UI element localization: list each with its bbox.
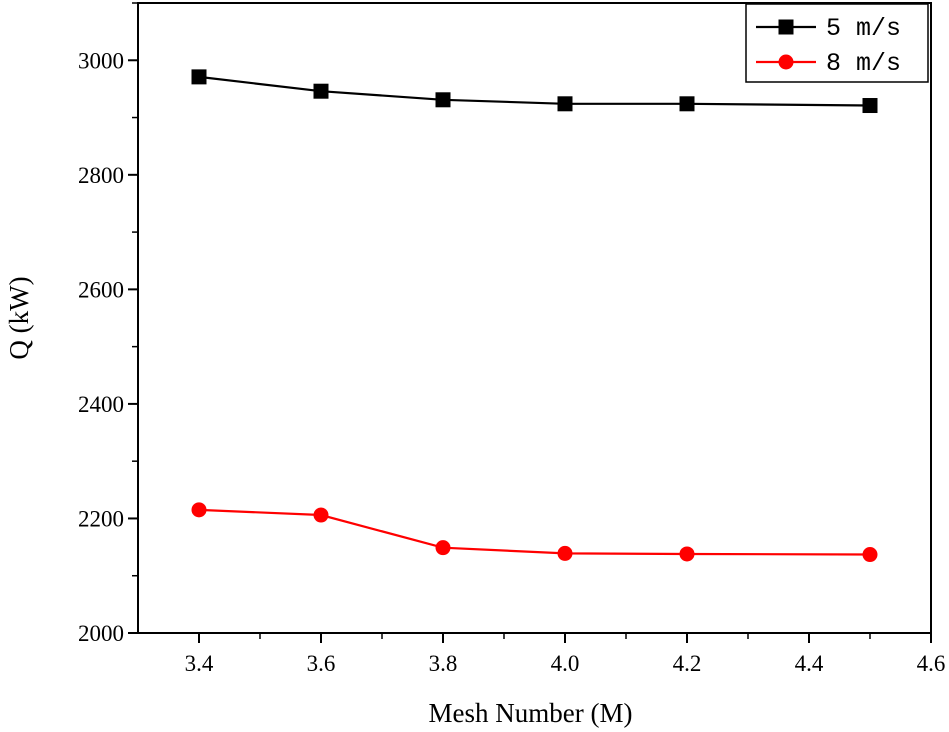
x-tick-label: 4.2 xyxy=(673,651,702,676)
x-tick-label: 4.0 xyxy=(551,651,580,676)
y-tick-label: 2600 xyxy=(78,277,124,302)
data-point xyxy=(862,98,878,114)
y-tick-label: 2000 xyxy=(78,621,124,646)
plot-frame xyxy=(137,2,932,634)
y-tick-label: 2200 xyxy=(78,506,124,531)
data-point xyxy=(313,83,329,99)
legend-item: 8 m/s xyxy=(756,49,901,78)
legend-label: 8 m/s xyxy=(826,49,901,78)
data-point xyxy=(435,540,451,556)
series-layer xyxy=(191,69,878,563)
data-point xyxy=(557,96,573,112)
series-line xyxy=(198,75,871,107)
axis-ticks xyxy=(128,2,932,643)
y-tick-label: 3000 xyxy=(78,48,124,73)
series-1 xyxy=(191,69,878,114)
legend: 5 m/s 8 m/s xyxy=(745,3,929,83)
data-point xyxy=(435,92,451,108)
legend-box xyxy=(745,3,929,83)
x-tick-label: 3.4 xyxy=(185,651,214,676)
x-axis-title: Mesh Number (M) xyxy=(429,698,633,728)
legend-label: 5 m/s xyxy=(826,14,901,43)
x-tick-label: 4.6 xyxy=(917,651,946,676)
data-point xyxy=(679,546,695,562)
x-tick-label: 3.6 xyxy=(307,651,336,676)
legend-item: 5 m/s xyxy=(756,14,901,43)
data-point xyxy=(191,502,207,518)
y-axis-title: Q (kW) xyxy=(4,276,34,359)
x-tick-label: 3.8 xyxy=(429,651,458,676)
x-tick-labels: 3.4 3.6 3.8 4.0 4.2 4.4 4.6 xyxy=(185,651,946,676)
legend-marker xyxy=(778,54,794,70)
y-tick-label: 2400 xyxy=(78,392,124,417)
x-tick-label: 4.4 xyxy=(795,651,824,676)
y-tick-labels: 2000 2200 2400 2600 2800 3000 xyxy=(78,48,124,646)
series-2 xyxy=(191,502,878,563)
data-point xyxy=(557,545,573,561)
legend-marker xyxy=(778,19,794,35)
data-point xyxy=(191,69,207,85)
data-point xyxy=(679,96,695,112)
data-point xyxy=(313,507,329,523)
y-tick-label: 2800 xyxy=(78,163,124,188)
data-point xyxy=(862,547,878,563)
series-line xyxy=(198,508,871,556)
